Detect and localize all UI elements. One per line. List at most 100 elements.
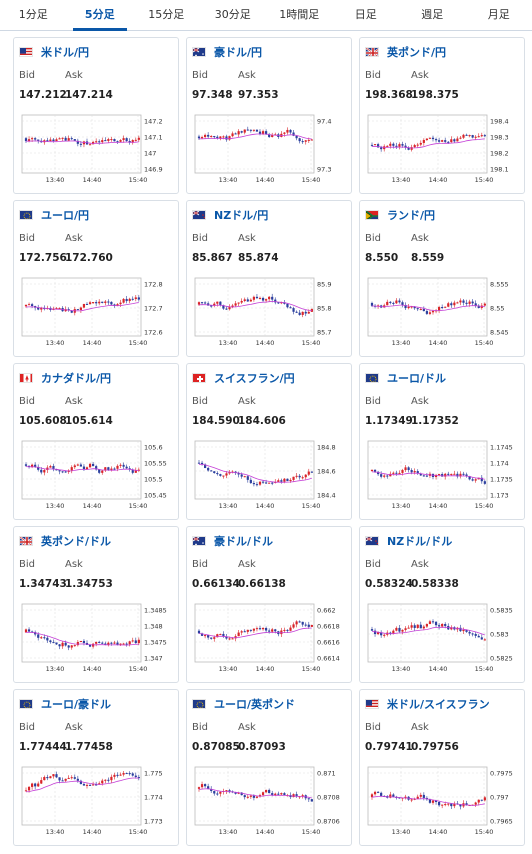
card-title[interactable]: 豪ドル/ドル: [192, 533, 273, 549]
tab-timeframe-3[interactable]: 30分足: [214, 8, 251, 21]
tab-timeframe-4[interactable]: 1時間足: [279, 8, 320, 21]
x-time-label: 13:40: [219, 502, 238, 510]
candle-body: [107, 139, 110, 141]
candle-body: [73, 139, 76, 141]
rate-card[interactable]: NZドル/円 Bid Ask 85.867 85.874 85.9 85.8 85.7 13:4…: [186, 200, 352, 357]
candle-body: [401, 302, 404, 305]
candle-body: [107, 467, 110, 471]
moving-average-line: [371, 138, 485, 149]
candle-body: [401, 144, 404, 146]
rate-card[interactable]: ユーロ/円 Bid Ask 172.756 172.760 172.8 172.7 172.6…: [13, 200, 179, 357]
candle-body: [98, 141, 101, 143]
candle-body: [483, 303, 486, 306]
y-tick-label: 105.55: [144, 460, 167, 468]
candle-body: [395, 627, 398, 631]
ask-label: Ask: [238, 396, 256, 407]
rate-card[interactable]: NZドル/ドル Bid Ask 0.58324 0.58338 0.5835 0.583 0.…: [359, 526, 525, 683]
tab-timeframe-7[interactable]: 月足: [487, 8, 510, 21]
card-title[interactable]: カナダドル/円: [19, 370, 111, 386]
candle-body: [200, 633, 204, 636]
candle-body: [219, 136, 222, 139]
card-title[interactable]: 米ドル/円: [19, 44, 89, 60]
rate-card[interactable]: 英ポンド/ドル Bid Ask 1.34743 1.34753 1.3485 1.348 1.…: [13, 526, 179, 683]
rate-card[interactable]: ユーロ/英ポンド Bid Ask 0.87085 0.87093 0.871 0.8708 0…: [186, 689, 352, 846]
candle-body: [116, 642, 119, 645]
bid-label: Bid: [192, 396, 208, 407]
candle-body: [101, 301, 104, 303]
flag-icon: [365, 699, 379, 709]
x-time-label: 14:40: [256, 339, 275, 347]
moving-average-line: [198, 627, 312, 639]
card-title[interactable]: 英ポンド/ドル: [19, 533, 111, 549]
candle-body: [85, 303, 89, 305]
rate-card[interactable]: ランド/円 Bid Ask 8.550 8.559 8.555 8.55 8.545 13:40…: [359, 200, 525, 357]
candle-body: [265, 628, 268, 631]
card-title[interactable]: スイスフラン/円: [192, 370, 295, 386]
candle-body: [49, 640, 52, 643]
card-title[interactable]: ユーロ/円: [19, 207, 89, 223]
candle-body: [246, 796, 249, 798]
rate-card[interactable]: 豪ドル/ドル Bid Ask 0.66134 0.66138 0.662 0.6618 0.6…: [186, 526, 352, 683]
candle-body: [286, 303, 289, 308]
candle-body: [286, 129, 289, 133]
candle-body: [64, 471, 67, 473]
tab-timeframe-5[interactable]: 日足: [354, 8, 377, 21]
rate-card[interactable]: カナダドル/円 Bid Ask 105.608 105.614 105.6 105.55 10…: [13, 363, 179, 520]
rate-card[interactable]: 米ドル/スイスフラン Bid Ask 0.79741 0.79756 0.7975 0.79…: [359, 689, 525, 846]
candle-body: [92, 463, 95, 467]
candle-body: [370, 794, 374, 798]
candle-body: [292, 308, 295, 312]
candle-body: [101, 780, 104, 784]
card-title[interactable]: 豪ドル/円: [192, 44, 262, 60]
tab-timeframe-0[interactable]: 1分足: [18, 8, 48, 21]
card-title[interactable]: ランド/円: [365, 207, 435, 223]
ask-value: 8.559: [411, 252, 445, 264]
candle-body: [407, 467, 410, 471]
candle-body: [52, 466, 55, 470]
x-time-label: 14:40: [429, 502, 448, 510]
candle-body: [222, 475, 225, 477]
rate-card[interactable]: スイスフラン/円 Bid Ask 184.590 184.606 184.8 184.6 18…: [186, 363, 352, 520]
y-tick-label: 147.1: [144, 134, 163, 142]
card-title[interactable]: NZドル/円: [192, 207, 268, 223]
x-time-label: 15:40: [129, 665, 148, 673]
candle-body: [474, 634, 477, 636]
rate-card[interactable]: 豪ドル/円 Bid Ask 97.348 97.353 97.4 97.3 13:40 14:4…: [186, 37, 352, 194]
candle-body: [219, 474, 222, 476]
x-time-label: 13:40: [219, 665, 238, 673]
y-tick-label: 147.2: [144, 118, 163, 126]
card-title[interactable]: 米ドル/スイスフラン: [365, 696, 490, 712]
candle-body: [280, 480, 283, 482]
candle-body: [243, 631, 246, 633]
rate-card[interactable]: 米ドル/円 Bid Ask 147.212 147.214 147.2 147.1 147 14…: [13, 37, 179, 194]
tab-timeframe-1[interactable]: 5分足: [67, 0, 134, 31]
candle-body: [134, 139, 137, 141]
rate-card[interactable]: ユーロ/豪ドル Bid Ask 1.77444 1.77458 1.775 1.774 1.7…: [13, 689, 179, 846]
candle-body: [261, 792, 265, 796]
candle-body: [295, 794, 298, 797]
candle-body: [441, 307, 444, 309]
candle-body: [128, 298, 131, 302]
rate-card[interactable]: 英ポンド/円 Bid Ask 198.368 198.375 198.4 198.3 198.…: [359, 37, 525, 194]
candle-body: [237, 632, 240, 637]
candle-body: [98, 469, 101, 473]
card-title[interactable]: ユーロ/豪ドル: [19, 696, 111, 712]
card-title[interactable]: 英ポンド/円: [365, 44, 446, 60]
rate-card[interactable]: ユーロ/ドル Bid Ask 1.17349 1.17352 1.1745 1.174 1.1…: [359, 363, 525, 520]
tab-timeframe-2[interactable]: 15分足: [148, 8, 185, 21]
plot-frame: [194, 603, 315, 663]
x-time-label: 15:40: [302, 502, 321, 510]
tab-timeframe-6[interactable]: 週足: [421, 8, 444, 21]
card-title[interactable]: NZドル/ドル: [365, 533, 452, 549]
candle-body: [219, 301, 222, 306]
y-tick-label: 0.6614: [317, 655, 340, 663]
candle-body: [310, 308, 313, 312]
card-title[interactable]: ユーロ/英ポンド: [192, 696, 295, 712]
y-tick-label: 8.555: [490, 281, 509, 289]
candle-body: [480, 637, 483, 640]
flag-icon: [192, 47, 206, 57]
candle-body: [31, 304, 34, 306]
card-title[interactable]: ユーロ/ドル: [365, 370, 446, 386]
candle-body: [110, 642, 113, 644]
bid-value: 8.550: [365, 252, 399, 264]
